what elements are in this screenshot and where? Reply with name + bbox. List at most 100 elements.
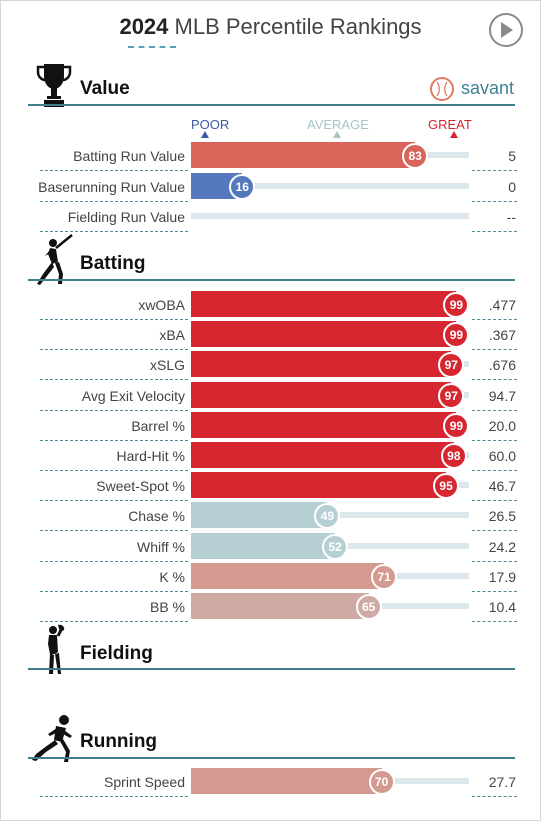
year-dropdown-underline <box>128 46 176 48</box>
percentile-bar <box>191 472 447 499</box>
scale-great-label: GREAT <box>428 117 472 132</box>
percentile-badge[interactable]: 99 <box>443 322 470 349</box>
percentile-bar <box>191 502 328 529</box>
runner-icon <box>30 714 76 769</box>
percentile-badge[interactable]: 99 <box>443 412 470 439</box>
metric-label: xSLG <box>149 357 185 374</box>
metric-value: 94.7 <box>488 387 516 404</box>
row-divider <box>40 409 188 411</box>
row-divider <box>40 349 188 351</box>
metric-row[interactable]: Barrel % 99 20.0 <box>0 411 541 441</box>
row-divider <box>472 170 517 171</box>
metric-label: Barrel % <box>131 417 185 434</box>
row-divider <box>40 796 188 797</box>
metric-label: Batting Run Value <box>73 148 185 164</box>
section-rule-running <box>28 757 515 759</box>
play-icon <box>501 22 513 38</box>
section-title-running: Running <box>80 731 158 752</box>
percentile-badge[interactable]: 71 <box>371 563 398 590</box>
metric-row[interactable]: xBA 99 .367 <box>0 320 541 351</box>
section-title-value: Value <box>80 78 130 99</box>
metric-label: xwOBA <box>138 297 185 313</box>
percentile-bar <box>191 532 336 559</box>
metric-row[interactable]: BB % 65 10.4 <box>0 592 541 622</box>
row-divider <box>40 319 188 320</box>
row-divider <box>472 379 517 381</box>
metric-row[interactable]: Hard-Hit % 98 60.0 <box>0 441 541 471</box>
metric-value: .367 <box>488 327 516 344</box>
percentile-badge[interactable]: 83 <box>402 143 429 169</box>
percentile-badge[interactable]: 97 <box>438 352 465 379</box>
percentile-badge[interactable]: 99 <box>443 292 470 318</box>
percentile-track <box>191 182 469 189</box>
percentile-badge[interactable]: 52 <box>322 533 349 560</box>
percentile-badge[interactable]: 98 <box>440 443 467 469</box>
metric-row[interactable]: Avg Exit Velocity 97 94.7 <box>0 381 541 411</box>
metric-label: Baserunning Run Value <box>38 178 185 195</box>
section-rule-value <box>28 104 515 106</box>
fielder-icon <box>40 624 68 681</box>
metric-value: 0 <box>508 178 516 195</box>
metric-value: 10.4 <box>488 599 516 615</box>
metric-label: Chase % <box>128 508 185 525</box>
metric-value: 24.2 <box>488 538 516 555</box>
percentile-badge[interactable]: 49 <box>314 503 341 530</box>
metric-row[interactable]: Batting Run Value 83 5 <box>0 141 541 171</box>
metric-row[interactable]: K % 71 17.9 <box>0 562 541 592</box>
metric-label: Sweet-Spot % <box>96 478 185 495</box>
section-title-batting: Batting <box>80 253 146 274</box>
poor-marker-icon <box>201 131 209 138</box>
percentile-badge[interactable]: 70 <box>368 769 395 795</box>
metric-row[interactable]: xwOBA 99 .477 <box>0 290 541 320</box>
row-divider <box>40 231 188 232</box>
percentile-badge[interactable]: 16 <box>229 173 256 200</box>
row-divider <box>40 439 188 441</box>
row-divider <box>472 560 517 562</box>
metric-value: 46.7 <box>488 478 516 495</box>
metric-label: xBA <box>159 327 185 344</box>
percentile-badge[interactable]: 65 <box>355 594 382 620</box>
row-divider <box>472 621 517 622</box>
percentile-track <box>191 213 469 219</box>
metric-row[interactable]: Fielding Run Value -- <box>0 202 541 232</box>
metric-row[interactable]: Chase % 49 26.5 <box>0 501 541 532</box>
row-divider <box>472 231 517 232</box>
row-divider <box>472 409 517 411</box>
metric-value: 60.0 <box>488 448 516 464</box>
average-marker-icon <box>333 131 341 138</box>
percentile-bar <box>191 291 457 317</box>
percentile-bar <box>191 321 457 348</box>
title-year[interactable]: 2024 <box>119 14 169 39</box>
row-divider <box>472 349 517 351</box>
metric-row[interactable]: xSLG 97 .676 <box>0 350 541 381</box>
batter-icon <box>34 234 74 291</box>
percentile-bar <box>191 411 457 438</box>
metric-value: 5 <box>508 148 516 164</box>
row-divider <box>472 530 517 532</box>
scale-poor-label: POOR <box>191 117 230 132</box>
metric-row[interactable]: Whiff % 52 24.2 <box>0 532 541 562</box>
metric-label: Fielding Run Value <box>67 209 185 225</box>
row-divider <box>472 439 517 441</box>
section-title-fielding: Fielding <box>80 643 153 664</box>
row-divider <box>40 530 188 532</box>
percentile-bar <box>191 351 452 378</box>
metric-row[interactable]: Sweet-Spot % 95 46.7 <box>0 471 541 502</box>
metric-value: .676 <box>488 357 516 374</box>
metric-label: K % <box>159 568 185 585</box>
percentile-bar <box>191 593 369 619</box>
metric-row[interactable]: Sprint Speed 70 27.7 <box>0 767 541 797</box>
percentile-bar <box>191 768 382 794</box>
row-divider <box>472 470 517 471</box>
row-divider <box>40 170 188 171</box>
percentile-badge[interactable]: 95 <box>433 473 460 500</box>
play-button[interactable] <box>489 13 523 47</box>
metric-value: 26.5 <box>488 508 516 525</box>
percentile-badge[interactable]: 97 <box>438 382 465 409</box>
metric-row[interactable]: Baserunning Run Value 16 0 <box>0 172 541 202</box>
row-divider <box>472 590 517 592</box>
metric-value: 17.9 <box>488 568 516 585</box>
metric-label: Whiff % <box>137 538 185 555</box>
metric-value: .477 <box>488 297 516 313</box>
row-divider <box>40 470 188 471</box>
